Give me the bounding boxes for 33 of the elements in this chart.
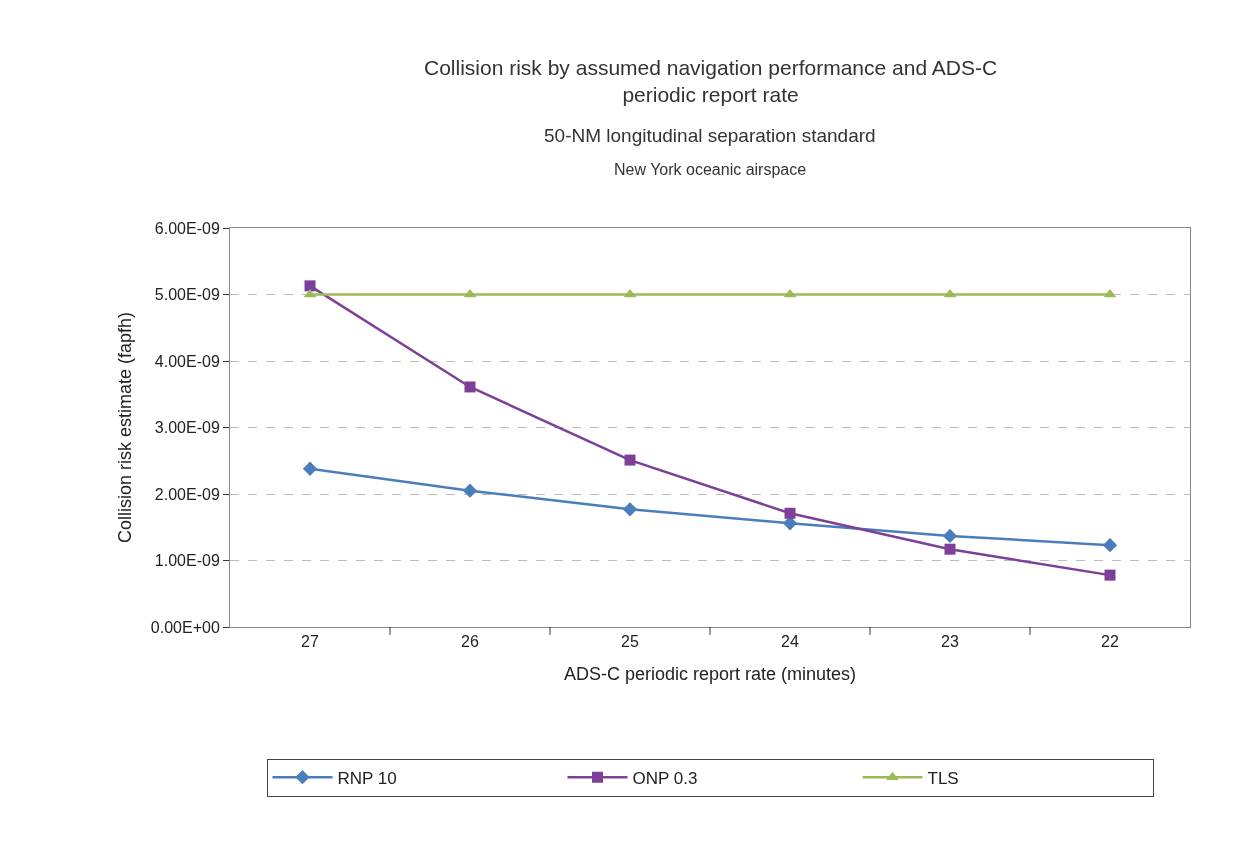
point xyxy=(782,516,798,531)
point xyxy=(304,280,316,292)
legend-label: TLS xyxy=(927,768,959,788)
chart-subtitle: 50-NM longitudinal separation standard xyxy=(544,125,876,146)
point xyxy=(944,543,956,555)
x-tick-label: 27 xyxy=(301,633,319,651)
x-tick-label: 22 xyxy=(1101,633,1119,651)
y-tick-label: 0.00E+00 xyxy=(150,618,220,636)
point xyxy=(942,528,958,544)
text: New York oceanic airspace xyxy=(614,161,807,178)
point xyxy=(622,502,638,517)
y-tick-label: 4.00E-09 xyxy=(154,352,220,370)
point xyxy=(464,381,476,393)
y-tick-label: 5.00E-09 xyxy=(154,286,220,304)
point xyxy=(1104,569,1116,581)
x-tick-label: 25 xyxy=(621,633,639,651)
x-tick-label: 24 xyxy=(781,633,799,651)
point xyxy=(462,483,478,498)
legend-label: ONP 0.3 xyxy=(632,768,698,788)
point xyxy=(624,454,636,466)
chart-title: Collision risk by assumed navigation performance and ADS-C periodic report rate xyxy=(424,56,998,107)
x-axis-title: ADS-C periodic report rate (minutes) xyxy=(563,664,857,685)
y-tick-label: 2.00E-09 xyxy=(154,485,220,503)
y-tick-label: 6.00E-09 xyxy=(154,219,220,237)
x-tick-label: 23 xyxy=(941,633,959,651)
y-tick-label: 1.00E-09 xyxy=(154,552,220,570)
point xyxy=(784,507,796,519)
y-axis-title: Collision risk estimate (fapfh) xyxy=(115,311,136,544)
x-tick-label: 26 xyxy=(461,633,479,651)
point xyxy=(302,461,318,476)
y-tick-label: 3.00E-09 xyxy=(154,419,220,437)
point xyxy=(1102,538,1118,553)
legend-label: RNP 10 xyxy=(337,768,397,788)
